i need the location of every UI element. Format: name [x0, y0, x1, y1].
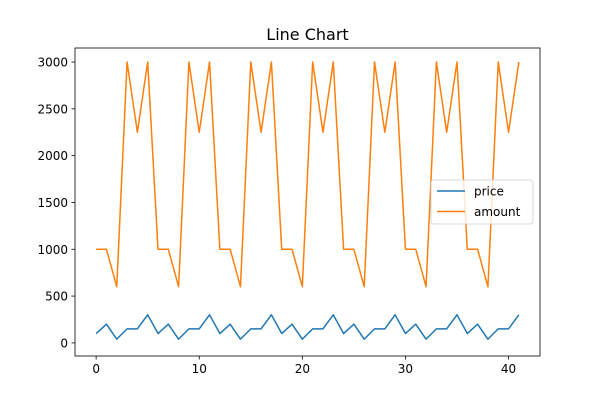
y-tick-label: 0	[60, 336, 68, 350]
x-tick-label: 30	[398, 362, 413, 376]
x-tick-label: 0	[92, 362, 100, 376]
y-tick-label: 1000	[37, 243, 68, 257]
x-tick-label: 10	[192, 362, 207, 376]
y-tick-label: 2000	[37, 149, 68, 163]
y-tick-label: 2500	[37, 102, 68, 116]
y-tick-label: 3000	[37, 56, 68, 70]
y-tick-label: 500	[45, 290, 68, 304]
series-line-amount	[96, 61, 520, 288]
axes-frame	[74, 47, 541, 357]
y-tick-label: 1500	[37, 196, 68, 210]
x-tick-label: 20	[295, 362, 310, 376]
legend-label-price: price	[474, 185, 504, 199]
plot-area: 0 10 20 30 40 0 500 1000 1500 2000 2500 3000 price am…	[37, 47, 541, 376]
x-tick-label: 40	[501, 362, 516, 376]
chart-title: Line Chart	[266, 25, 348, 44]
series-line-price	[95, 314, 520, 340]
legend-label-amount: amount	[474, 205, 521, 219]
